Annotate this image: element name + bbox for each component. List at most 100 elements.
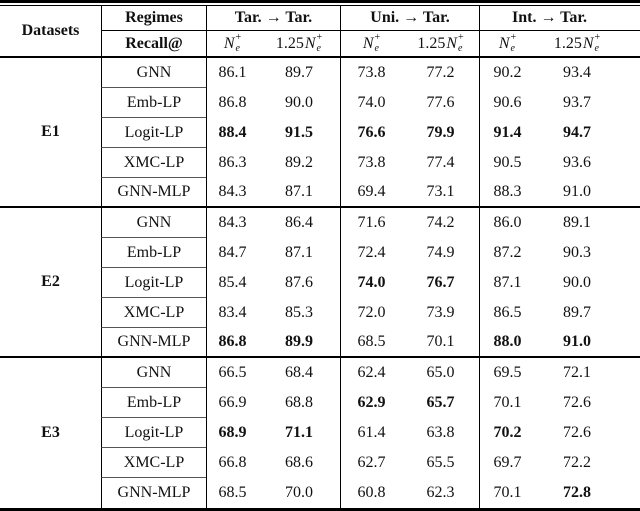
- value-cell: 86.1: [206, 58, 258, 88]
- header-datasets: Datasets: [0, 6, 101, 58]
- value-cell: 65.5: [426, 454, 455, 471]
- metric-factor: 1.25: [553, 34, 582, 52]
- value-cell: 90.3: [563, 244, 591, 261]
- value-cell: 93.6: [563, 154, 591, 171]
- dataset-label: E1: [0, 58, 101, 208]
- metric-sup: +: [594, 32, 601, 43]
- value-cell: 66.9: [206, 388, 258, 418]
- metric-sub: e: [458, 42, 463, 54]
- metric-sup: +: [235, 32, 242, 43]
- value-cell: 77.2: [426, 64, 455, 81]
- bottom-rule: [0, 508, 640, 511]
- value-cell: 87.1: [258, 178, 340, 208]
- value-cell: 72.0: [340, 298, 402, 328]
- value-cell: 90.6: [479, 88, 535, 118]
- top-rule-gap: [0, 3, 640, 5]
- metric-scripts: + e: [375, 32, 381, 54]
- metric-base: N: [498, 34, 510, 52]
- metric-factor: 1.25: [417, 34, 446, 52]
- value-cell: 62.3: [426, 484, 455, 501]
- value-cell: 68.4: [285, 364, 313, 381]
- regime-label: GNN: [101, 358, 206, 388]
- metric-scripts: + e: [316, 32, 323, 54]
- value-cell: 88.4: [206, 118, 258, 148]
- value-cell: 70.0: [285, 484, 313, 501]
- header-metric-ne-tar: N + e: [206, 31, 258, 58]
- value-cell: 87.1: [479, 268, 535, 298]
- value-cell: 74.9: [426, 244, 455, 261]
- value-cell: 90.2: [479, 58, 535, 88]
- value-cell: 76.7: [426, 274, 455, 291]
- value-cell: 65.7: [426, 394, 455, 411]
- value-cell: 87.2: [479, 238, 535, 268]
- value-cell: 83.4: [206, 298, 258, 328]
- value-cell: 69.4: [340, 178, 402, 208]
- value-cell: 71.6: [340, 208, 402, 238]
- value-cell: 91.0: [535, 178, 640, 208]
- regime-label: XMC-LP: [101, 148, 206, 178]
- value-cell: 94.7: [563, 124, 591, 141]
- top-rule-thick: [0, 0, 640, 3]
- metric-base: N: [582, 34, 594, 52]
- header-metric-125ne-uni: 1.25 N + e: [402, 31, 479, 58]
- value-cell: 90.0: [563, 274, 591, 291]
- value-cell: 73.8: [340, 58, 402, 88]
- value-cell: 70.2: [479, 418, 535, 448]
- value-cell: 68.5: [206, 478, 258, 508]
- value-cell: 77.6: [426, 94, 455, 111]
- results-table: Datasets Regimes Tar. → Tar. Uni. → Tar.…: [0, 6, 640, 508]
- value-cell: 61.4: [340, 418, 402, 448]
- header-recall-at: Recall@: [101, 31, 206, 58]
- value-cell: 85.4: [206, 268, 258, 298]
- value-cell: 62.7: [340, 448, 402, 478]
- value-cell: 69.7: [479, 448, 535, 478]
- metric-scripts: + e: [594, 32, 601, 54]
- value-cell: 74.0: [340, 268, 402, 298]
- value-cell: 73.8: [340, 148, 402, 178]
- value-cell: 70.1: [479, 388, 535, 418]
- header-metric-125ne-tar: 1.25 N + e: [258, 31, 340, 58]
- regime-label: Logit-LP: [101, 268, 206, 298]
- regime-label: GNN: [101, 208, 206, 238]
- value-cell: 68.6: [285, 454, 313, 471]
- value-cell: 62.4: [340, 358, 402, 388]
- value-cell: 72.1: [563, 364, 591, 381]
- value-cell: 60.8: [340, 478, 402, 508]
- metric-sub: e: [510, 42, 515, 54]
- value-cell: 72.2: [563, 454, 591, 471]
- value-cell: 86.0: [479, 208, 535, 238]
- value-cell: 93.4: [563, 64, 591, 81]
- top-rule-thin: [0, 5, 640, 6]
- dataset-label: E2: [0, 208, 101, 358]
- value-cell: 84.7: [206, 238, 258, 268]
- value-cell: 86.5: [479, 298, 535, 328]
- header-group-uni-to-tar: Uni. → Tar.: [340, 6, 479, 31]
- value-cell: 85.3: [285, 304, 313, 321]
- value-cell: 74.2: [426, 214, 455, 231]
- metric-base: N: [223, 34, 235, 52]
- metric-sub: e: [316, 42, 321, 54]
- regime-label: GNN: [101, 58, 206, 88]
- header-regimes: Regimes: [101, 6, 206, 31]
- value-cell: 66.8: [206, 448, 258, 478]
- value-cell: 90.5: [479, 148, 535, 178]
- value-cell: 88.0: [479, 328, 535, 358]
- value-cell: 93.7: [563, 94, 591, 111]
- value-cell: 89.7: [563, 304, 591, 321]
- value-cell: 62.9: [340, 388, 402, 418]
- value-cell: 89.9: [258, 328, 340, 358]
- value-cell: 89.1: [563, 214, 591, 231]
- metric-scripts: + e: [458, 32, 464, 54]
- regime-label: GNN-MLP: [101, 178, 206, 208]
- value-cell: 70.1: [479, 478, 535, 508]
- dataset-label: E3: [41, 424, 60, 441]
- value-cell: 74.0: [340, 88, 402, 118]
- regime-label: Logit-LP: [101, 418, 206, 448]
- regime-label: Emb-LP: [101, 238, 206, 268]
- header-group-tar-to-tar: Tar. → Tar.: [206, 6, 340, 31]
- value-cell: 86.8: [206, 88, 258, 118]
- value-cell: 73.1: [402, 178, 479, 208]
- value-cell: 70.1: [402, 328, 479, 358]
- metric-sub: e: [594, 42, 599, 54]
- value-cell: 86.8: [206, 328, 258, 358]
